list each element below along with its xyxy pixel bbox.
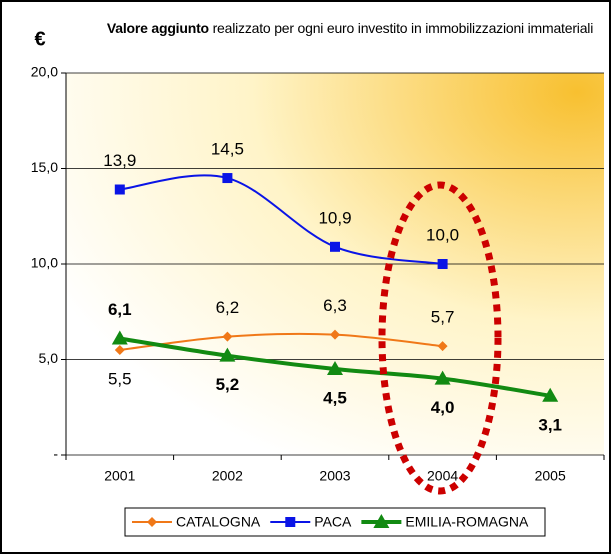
y-tick-label: - — [53, 446, 58, 462]
data-label: 3,1 — [538, 415, 562, 434]
data-label: 10,0 — [426, 225, 459, 244]
series-line — [119, 174, 443, 265]
highlight-ellipse — [378, 181, 502, 495]
data-label: 6,1 — [108, 300, 132, 319]
x-tick-label: 2003 — [319, 468, 350, 484]
x-tick-label: 2001 — [104, 468, 135, 484]
marker — [222, 173, 233, 184]
data-label: 6,3 — [323, 296, 347, 315]
x-tick-label: 2004 — [427, 468, 458, 484]
data-label: 5,2 — [216, 375, 240, 394]
marker — [330, 241, 340, 252]
marker — [373, 514, 390, 528]
marker — [437, 259, 448, 269]
marker — [114, 344, 125, 355]
marker — [542, 387, 559, 402]
data-label: 6,2 — [216, 298, 240, 317]
data-label: 4,0 — [431, 398, 455, 417]
series-line — [119, 332, 443, 351]
chart-title: Valore aggiunto realizzato per ogni euro… — [100, 18, 600, 39]
x-tick-label: 2002 — [212, 468, 243, 484]
data-label: 14,5 — [211, 140, 244, 159]
data-label: 4,5 — [323, 389, 347, 408]
title-text: realizzato per ogni euro investito in im… — [212, 20, 594, 36]
marker — [330, 329, 340, 340]
marker — [111, 330, 128, 345]
marker — [437, 341, 448, 352]
legend-label: PACA — [314, 514, 352, 530]
marker — [285, 517, 296, 527]
y-tick-label: 5,0 — [39, 350, 59, 366]
y-tick-label: 20,0 — [31, 64, 58, 80]
marker — [327, 361, 343, 376]
x-tick-label: 2005 — [535, 468, 566, 484]
y-axis-label: € — [34, 28, 45, 50]
data-label: 10,9 — [318, 208, 351, 227]
legend-label: CATALOGNA — [176, 514, 261, 530]
legend-box — [124, 507, 546, 537]
marker — [434, 370, 451, 385]
marker — [114, 184, 125, 195]
legend-label: EMILIA-ROMAGNA — [405, 514, 529, 530]
y-tick-label: 15,0 — [31, 159, 58, 175]
marker — [147, 517, 157, 527]
title-bold: Valore aggiunto — [106, 20, 209, 36]
y-tick-label: 10,0 — [31, 255, 58, 271]
marker — [222, 331, 233, 342]
data-label: 5,5 — [108, 369, 132, 388]
marker — [219, 347, 236, 362]
data-label: 13,9 — [103, 151, 136, 170]
data-label: 5,7 — [431, 308, 455, 327]
